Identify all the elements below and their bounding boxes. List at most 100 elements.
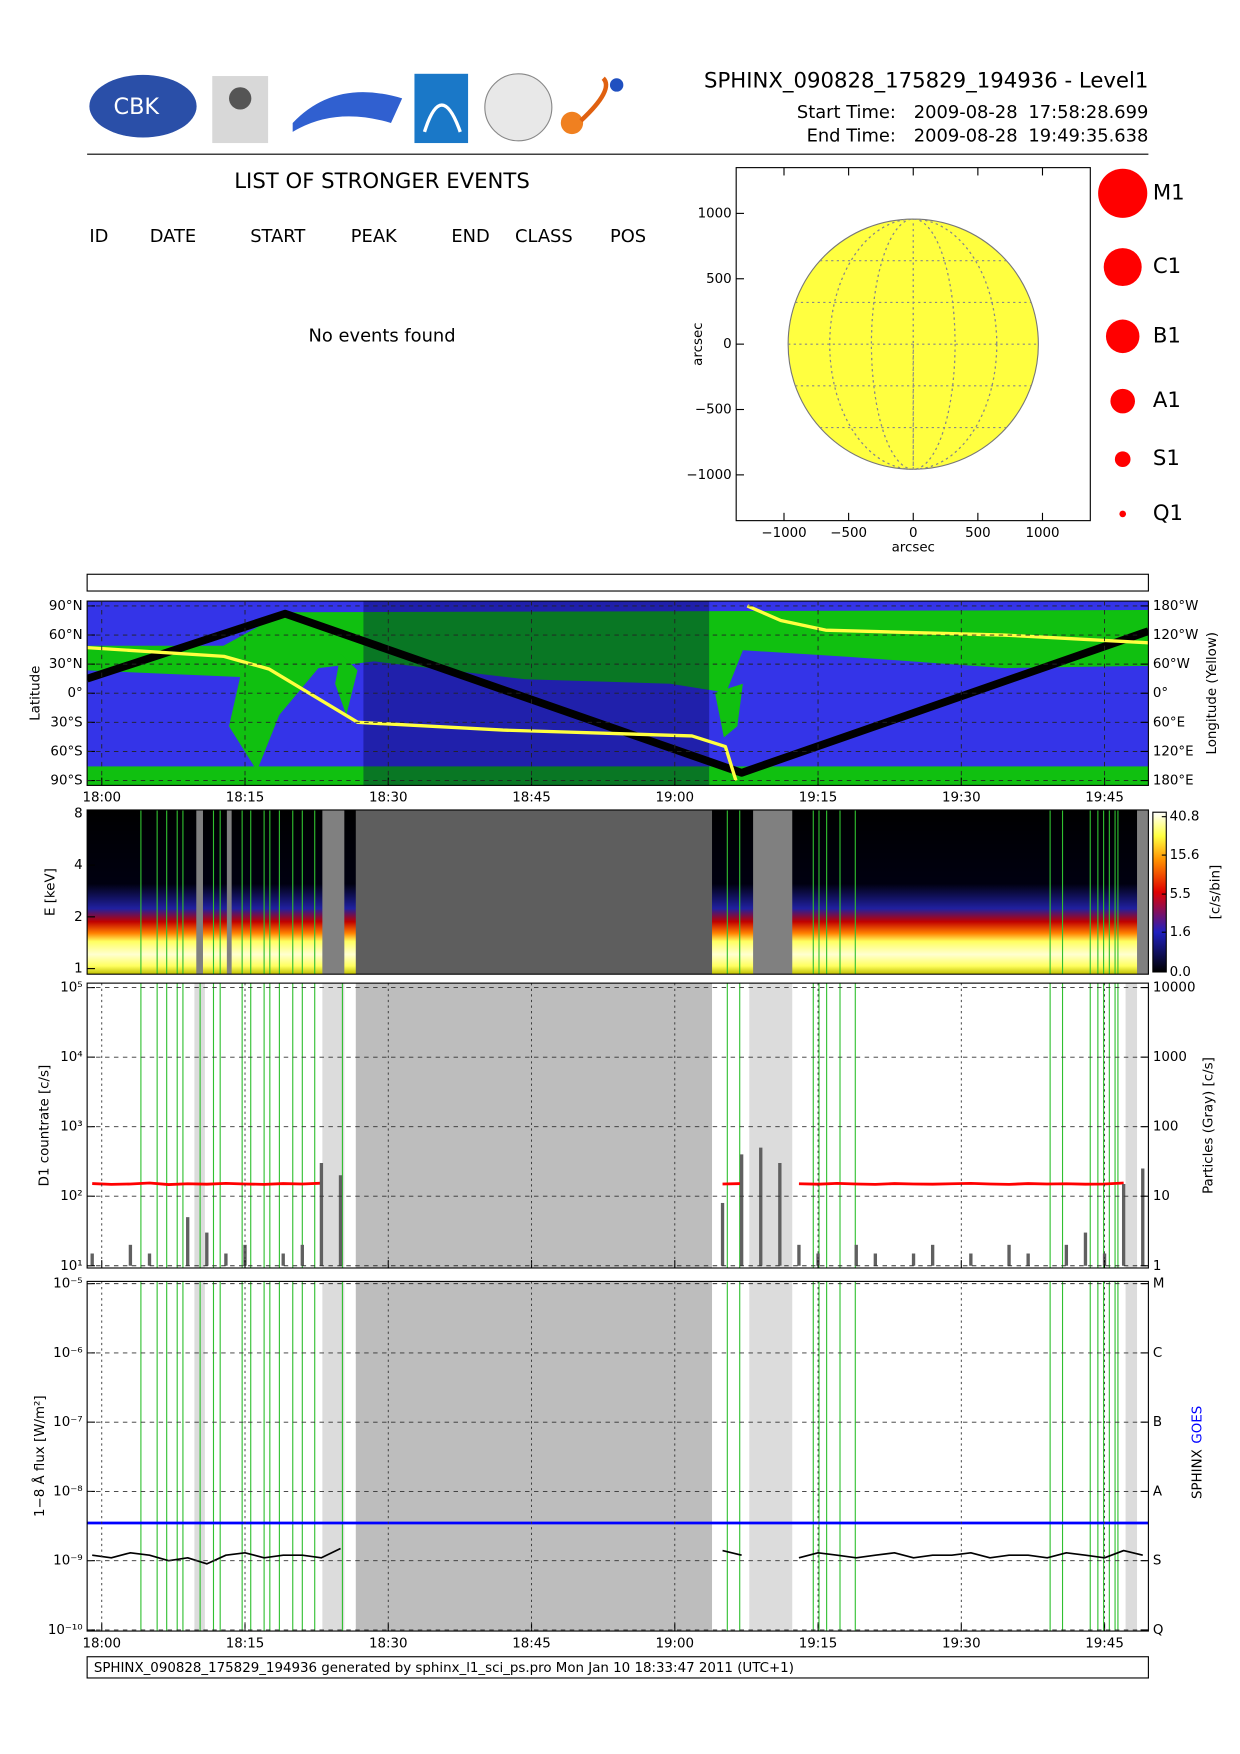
y-tick-label: −500 [695, 403, 732, 418]
y-axis-label: E [keV] [43, 868, 58, 916]
legend-label: GOES [1191, 1406, 1206, 1444]
legend-symbol [1098, 168, 1148, 218]
x-tick-label: 18:00 [82, 791, 121, 806]
empty-message: No events found [309, 325, 456, 346]
y-tick-label: 10⁻⁷ [53, 1415, 82, 1430]
y-tick-label: 10⁻¹⁰ [48, 1623, 83, 1638]
y-axis-label: 1−8 Å flux [W/m²] [31, 1395, 48, 1517]
y-tick-label: 10⁴ [60, 1050, 82, 1065]
y-axis-label: arcsec [691, 322, 706, 365]
legend-label: M1 [1153, 180, 1185, 205]
gap-interval [322, 809, 345, 975]
series-line [92, 1547, 1143, 1565]
x-tick-label: 18:15 [226, 791, 265, 806]
start-label: Start Time: [797, 102, 896, 123]
column-header: CLASS [515, 226, 573, 247]
plot-frame [86, 982, 1149, 1269]
y-tick-label: 500 [706, 272, 732, 287]
end-time: 19:49:35.638 [1028, 125, 1148, 146]
y-axis-label: Latitude [29, 666, 44, 721]
x-tick-label: 19:15 [799, 791, 838, 806]
x-tick-label: 500 [965, 526, 991, 541]
x-tick-label: 18:15 [226, 1636, 265, 1651]
y2-tick-label: 180°W [1153, 599, 1199, 614]
colorbar-tick-label: 40.8 [1170, 810, 1200, 825]
y-tick-label: 10⁻⁹ [53, 1554, 82, 1569]
y2-tick-label: 100 [1153, 1120, 1179, 1135]
y2-tick-label: 1 [1153, 1259, 1162, 1274]
legend-label: A1 [1153, 388, 1181, 413]
y-tick-label: 90°N [49, 599, 83, 614]
x-tick-label: 18:00 [82, 1636, 121, 1651]
y-tick-label: 8 [74, 806, 83, 821]
logo-arc [414, 73, 469, 144]
colorbar-tick-label: 0.0 [1170, 965, 1191, 980]
series-line [92, 1181, 1124, 1186]
logos: CBK [89, 73, 624, 144]
logo-swirl [579, 76, 609, 123]
column-header: POS [610, 226, 646, 247]
y-tick-label: 60°S [50, 744, 82, 759]
y-tick-label: 10⁻⁶ [53, 1346, 82, 1361]
x-tick-label: 19:45 [1085, 791, 1124, 806]
y2-tick-label: 0° [1153, 686, 1168, 701]
y2-tick-label: C [1153, 1346, 1162, 1361]
y2-tick-label: Q [1153, 1623, 1164, 1638]
legend-symbol [1119, 510, 1127, 518]
logo-sun [560, 111, 584, 135]
y2-tick-label: 1000 [1153, 1050, 1187, 1065]
footer-box [86, 1656, 1149, 1679]
y-tick-label: 1 [74, 962, 83, 977]
y-tick-label: 10⁻⁵ [53, 1277, 82, 1292]
y2-tick-label: A [1153, 1484, 1163, 1499]
night-interval [355, 983, 713, 1268]
colorbar-tick-label: 1.6 [1170, 925, 1191, 940]
column-header: START [250, 226, 305, 247]
y-tick-label: 10¹ [60, 1259, 82, 1274]
night-interval [355, 809, 713, 975]
y-tick-label: 10⁻⁸ [53, 1484, 82, 1499]
column-header: PEAK [351, 226, 398, 247]
x-tick-label: 18:45 [512, 1636, 551, 1651]
x-tick-label: −1000 [761, 526, 806, 541]
legend-label: S1 [1153, 446, 1180, 471]
y2-tick-label: 10 [1153, 1189, 1170, 1204]
gap-interval [753, 809, 793, 975]
end-label: End Time: [807, 125, 896, 146]
legend-symbol [1105, 319, 1140, 354]
y-tick-label: 1000 [698, 206, 732, 221]
y2-tick-label: 10000 [1153, 981, 1196, 996]
gap-interval [1125, 1281, 1138, 1632]
logo-seal [484, 73, 553, 142]
column-header: DATE [150, 226, 196, 247]
x-tick-label: 19:15 [799, 1636, 838, 1651]
x-tick-label: 19:00 [655, 791, 694, 806]
series-line [87, 609, 1149, 777]
y-tick-label: 90°S [50, 774, 82, 789]
gap-interval [1137, 809, 1149, 975]
x-tick-label: 19:00 [655, 1636, 694, 1651]
x-tick-label: 19:30 [942, 1636, 981, 1651]
end-date: 2009-08-28 [914, 125, 1018, 146]
x-tick-label: −500 [830, 526, 867, 541]
y2-tick-label: 180°E [1153, 774, 1194, 789]
x-tick-label: 1000 [1025, 526, 1059, 541]
legend: SPHINX GOES [1191, 1406, 1206, 1499]
x-tick-label: 18:30 [369, 1636, 408, 1651]
disk-meridian [829, 218, 998, 470]
y-tick-label: 10² [60, 1189, 82, 1204]
y2-tick-label: B [1153, 1415, 1162, 1430]
night-interval [355, 1281, 713, 1632]
gap-interval [749, 1281, 793, 1632]
x-tick-label: 0 [909, 526, 918, 541]
disk-meridian [870, 218, 956, 470]
y2-tick-label: 120°E [1153, 744, 1194, 759]
y2-axis-label: Longitude (Yellow) [1205, 632, 1220, 755]
y2-tick-label: M [1153, 1277, 1165, 1292]
y2-axis-label: Particles (Gray) [c/s] [1202, 1057, 1217, 1194]
legend-symbol [1114, 451, 1131, 468]
x-tick-label: 19:45 [1085, 1636, 1124, 1651]
x-axis-label: arcsec [892, 540, 935, 555]
logo-globe [609, 78, 624, 92]
